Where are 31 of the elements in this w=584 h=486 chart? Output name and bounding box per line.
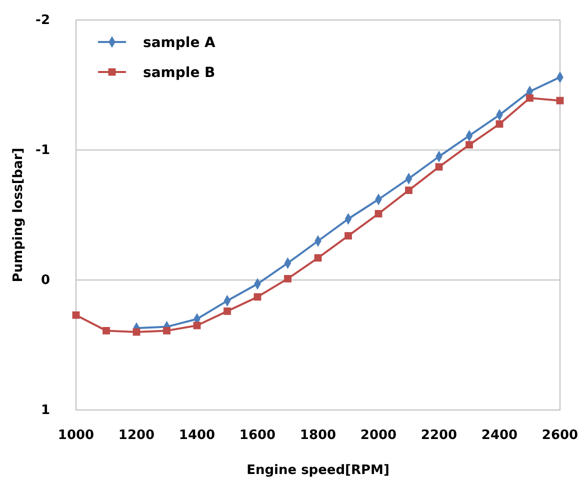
legend-label: sample A — [143, 35, 216, 51]
point — [72, 311, 80, 319]
x-tick-label: 2000 — [360, 428, 397, 444]
point — [163, 326, 170, 334]
point — [405, 186, 412, 194]
point — [344, 232, 352, 240]
legend-label: sample B — [143, 65, 216, 81]
y-tick-label: -1 — [36, 143, 50, 158]
point — [224, 307, 231, 315]
point — [102, 326, 110, 334]
y-tick-label: -2 — [36, 13, 50, 28]
x-tick-label: 1200 — [118, 428, 155, 444]
x-tick-label: 2400 — [481, 428, 518, 444]
point — [284, 274, 292, 282]
x-tick-label: 2200 — [420, 428, 458, 444]
y-tick-label: 0 — [40, 273, 50, 288]
point — [526, 94, 534, 102]
point — [314, 254, 322, 262]
x-tick-label: 1600 — [239, 428, 276, 444]
x-axis-title: Engine speed[RPM] — [246, 463, 390, 478]
x-tick-label: 2600 — [542, 428, 578, 444]
y-tick-label: 1 — [40, 403, 50, 418]
point — [556, 96, 564, 104]
x-tick-label: 1800 — [300, 428, 336, 444]
y-axis-title: Pumping loss[bar] — [11, 148, 26, 282]
x-tick-label: 1000 — [58, 428, 94, 444]
point — [466, 141, 473, 149]
point — [374, 210, 382, 218]
point — [254, 293, 262, 301]
point — [435, 163, 443, 171]
x-tick-label: 1400 — [178, 428, 216, 444]
